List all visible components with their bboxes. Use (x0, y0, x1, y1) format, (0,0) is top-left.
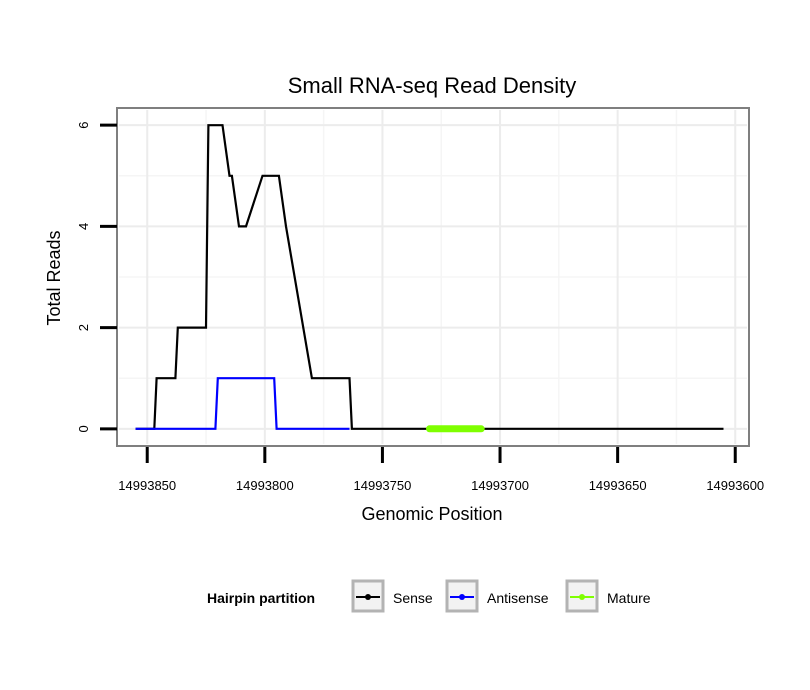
y-tick-label: 0 (76, 425, 91, 432)
x-tick-label: 14993600 (706, 478, 764, 493)
x-tick-label: 14993650 (589, 478, 647, 493)
legend-item-mature: Mature (565, 579, 651, 613)
plot-panel-border (116, 107, 750, 447)
x-tick-label: 14993800 (236, 478, 294, 493)
series-line-sense (135, 124, 724, 430)
x-axis-title: Genomic Position (361, 504, 502, 524)
grid (119, 110, 747, 444)
legend-key-point (579, 594, 585, 600)
y-tick-label: 4 (76, 223, 91, 230)
series-line-antisense (135, 377, 350, 430)
legend-title: Hairpin partition (207, 590, 315, 606)
x-tick-label: 14993850 (118, 478, 176, 493)
legend-label-antisense: Antisense (487, 590, 549, 606)
y-tick-label: 6 (76, 122, 91, 129)
legend: Hairpin partition Sense Antisense Mature (207, 579, 651, 613)
x-tick-label: 14993750 (354, 478, 412, 493)
legend-label-mature: Mature (607, 590, 651, 606)
legend-label-sense: Sense (393, 590, 433, 606)
series-layer (135, 124, 724, 433)
legend-item-sense: Sense (351, 579, 433, 613)
legend-item-antisense: Antisense (445, 579, 549, 613)
y-tick-label: 2 (76, 324, 91, 331)
legend-key-point (459, 594, 465, 600)
y-axis-title: Total Reads (44, 230, 64, 325)
x-axis: 14993850 14993800 14993750 14993700 14993650… (118, 447, 764, 493)
x-tick-label: 14993700 (471, 478, 529, 493)
legend-key-point (365, 594, 371, 600)
chart-title: Small RNA-seq Read Density (288, 73, 577, 98)
y-axis: 0 2 4 6 (76, 122, 117, 432)
